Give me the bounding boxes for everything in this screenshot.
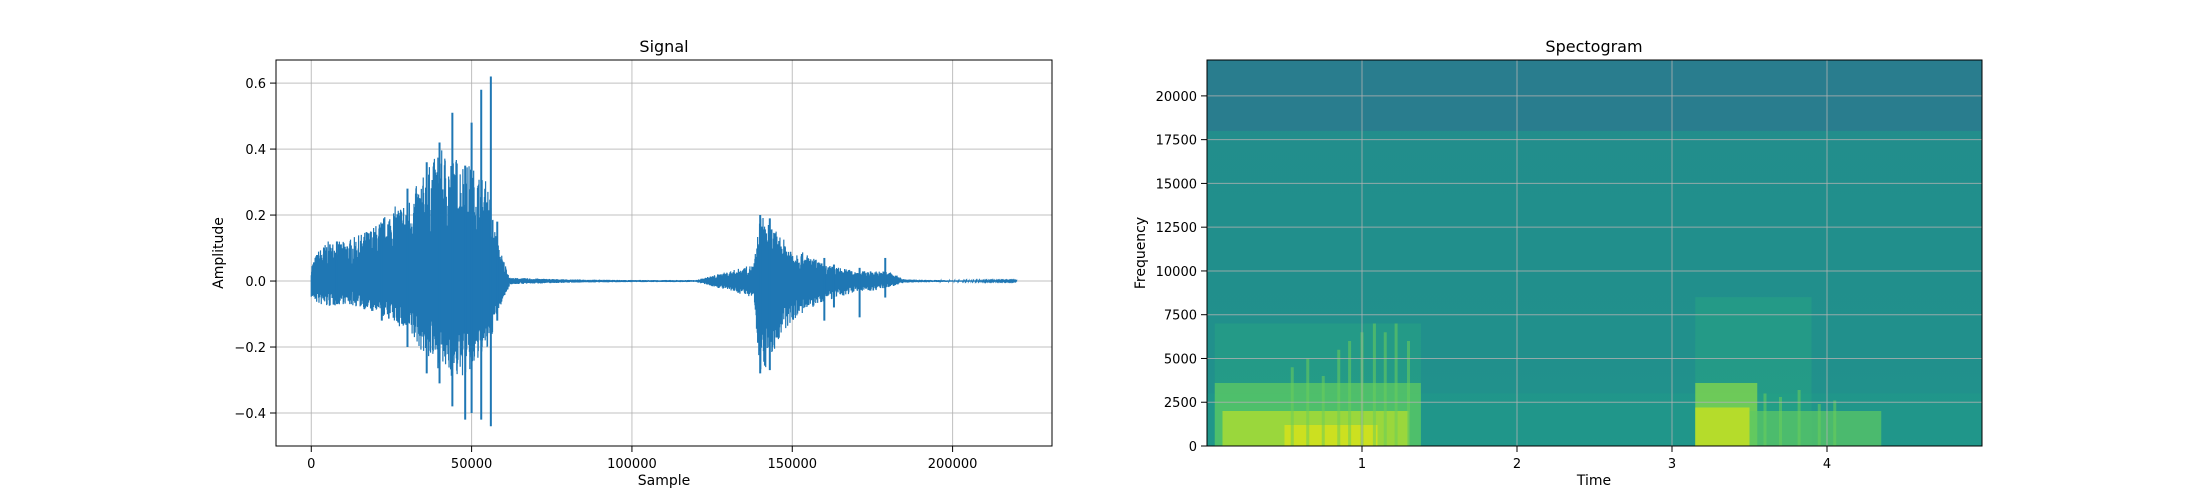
- spectrogram-y-tick-label: 5000: [1164, 352, 1197, 367]
- signal-envelope-trace: [310, 150, 1018, 376]
- signal-y-tick-label: 0.6: [245, 77, 266, 92]
- signal-grid: [276, 60, 1052, 446]
- signal-x-tick-label: 50000: [451, 457, 492, 472]
- signal-x-tick-label: 200000: [928, 457, 978, 472]
- spectrogram-y-tick-label: 15000: [1156, 177, 1197, 192]
- spectrogram-energy-band: [1284, 424, 1378, 446]
- spectrogram-x-tick-label: 4: [1823, 457, 1831, 472]
- signal-y-tick-label: −0.4: [234, 407, 266, 422]
- spectrogram-y-tick-label: 12500: [1156, 221, 1197, 236]
- signal-waveform: [310, 76, 1018, 427]
- spectrogram-energy-band: [1695, 407, 1750, 446]
- spectrogram-energy-band: [1749, 410, 1882, 446]
- signal-x-tick-label: 150000: [767, 457, 817, 472]
- signal-x-tick-label: 0: [307, 457, 315, 472]
- spectrogram-grid: [1207, 60, 1982, 447]
- spectrogram-y-ticks: 0 2500 5000 7500 10000 12500 15000 17500 20000: [1156, 90, 1207, 455]
- spectrogram-y-tick-label: 2500: [1164, 396, 1197, 411]
- spectrogram-panel: Spectogram 1 2 3 4 0 2500 5000 7500 10000 12500 1…: [1133, 37, 1983, 489]
- signal-x-ticks: 0 50000 100000 150000 200000: [307, 446, 977, 472]
- signal-plot-frame: [275, 59, 1053, 447]
- spectrogram-y-tick-label: 0: [1189, 440, 1197, 455]
- signal-x-label: Sample: [638, 473, 691, 489]
- spectrogram-y-tick-label: 17500: [1156, 134, 1197, 149]
- spectrogram-x-ticks: 1 2 3 4: [1358, 446, 1831, 472]
- spectrogram-y-tick-label: 7500: [1164, 309, 1197, 324]
- spectrogram-title: Spectogram: [1545, 37, 1642, 56]
- spectrogram-image: [1207, 60, 1982, 446]
- signal-y-tick-label: 0.4: [245, 143, 266, 158]
- spectrogram-plot-frame: [1206, 59, 1983, 447]
- spectrogram-x-tick-label: 1: [1358, 457, 1366, 472]
- spectrogram-y-label: Frequency: [1133, 217, 1149, 289]
- spectrogram-x-tick-label: 2: [1513, 457, 1521, 472]
- signal-y-tick-label: 0.0: [245, 275, 266, 290]
- signal-panel: Signal 0 50000 100000 150000 200000 −0.4 −0.2…: [211, 37, 1053, 489]
- signal-y-label: Amplitude: [211, 217, 227, 289]
- spectrogram-y-tick-label: 20000: [1156, 90, 1197, 105]
- signal-y-ticks: −0.4 −0.2 0.0 0.2 0.4 0.6: [234, 77, 276, 422]
- spectrogram-y-tick-label: 10000: [1156, 265, 1197, 280]
- signal-x-tick-label: 100000: [607, 457, 657, 472]
- signal-y-tick-label: −0.2: [234, 341, 266, 356]
- spectrogram-x-tick-label: 3: [1668, 457, 1676, 472]
- spectrogram-x-label: Time: [1576, 473, 1611, 489]
- signal-y-tick-label: 0.2: [245, 209, 266, 224]
- signal-title: Signal: [639, 37, 688, 56]
